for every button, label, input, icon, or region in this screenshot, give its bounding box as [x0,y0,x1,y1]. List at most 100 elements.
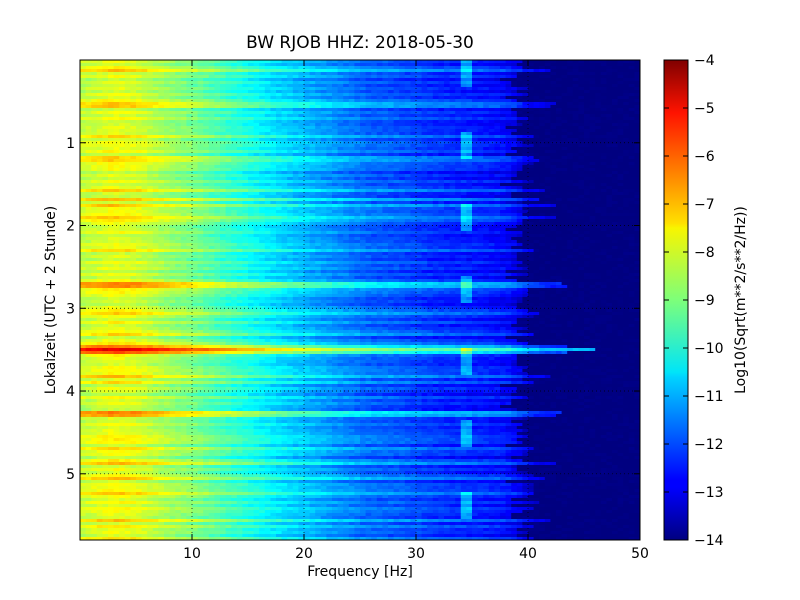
heatmap-cell [85,75,92,79]
heatmap-cell [315,135,322,139]
heatmap-cell [208,87,215,91]
heatmap-cell [628,87,635,91]
heatmap-cell [292,129,299,133]
heatmap-cell [522,69,529,73]
heatmap-cell [91,99,98,103]
heatmap-cell [164,63,171,67]
heatmap-cell [584,60,591,64]
heatmap-cell [544,138,551,142]
heatmap-cell [270,84,277,88]
heatmap-cell [298,111,305,115]
heatmap-cell [264,81,271,85]
heatmap-cell [259,87,266,91]
heatmap-cell [292,102,299,106]
heatmap-cell [130,108,137,112]
heatmap-cell [130,63,137,67]
heatmap-cell [164,102,171,106]
heatmap-cell [113,96,120,100]
heatmap-cell [102,135,109,139]
heatmap-cell [320,87,327,91]
heatmap-cell [91,123,98,127]
heatmap-cell [416,69,423,73]
heatmap-cell [320,138,327,142]
heatmap-cell [304,138,311,142]
heatmap-cell [556,123,563,127]
heatmap-cell [488,87,495,91]
heatmap-cell [124,153,131,157]
heatmap-cell [315,75,322,79]
heatmap-cell [416,87,423,91]
heatmap-cell [119,87,126,91]
heatmap-cell [612,105,619,109]
heatmap-cell [175,117,182,121]
heatmap-cell [393,90,400,94]
heatmap-cell [203,120,210,124]
heatmap-cell [556,81,563,85]
heatmap-cell [242,78,249,82]
heatmap-cell [516,81,523,85]
heatmap-cell [130,144,137,148]
heatmap-cell [500,141,507,145]
heatmap-cell [85,66,92,70]
heatmap-cell [124,126,131,130]
heatmap-cell [231,114,238,118]
heatmap-cell [628,129,635,133]
heatmap-cell [472,117,479,121]
heatmap-cell [108,153,115,157]
heatmap-cell [561,93,568,97]
heatmap-cell [141,108,148,112]
heatmap-cell [399,81,406,85]
heatmap-cell [488,96,495,100]
heatmap-cell [427,144,434,148]
heatmap-cell [242,126,249,130]
heatmap-cell [80,87,87,91]
heatmap-cell [264,84,271,88]
heatmap-cell [561,75,568,79]
heatmap-cell [556,111,563,115]
heatmap-cell [175,105,182,109]
heatmap-cell [628,84,635,88]
heatmap-cell [248,126,255,130]
heatmap-cell [410,141,417,145]
heatmap-cell [617,72,624,76]
heatmap-cell [511,105,518,109]
heatmap-cell [354,117,361,121]
heatmap-cell [270,99,277,103]
heatmap-cell [455,135,462,139]
heatmap-cell [606,111,613,115]
heatmap-cell [326,102,333,106]
heatmap-cell [494,99,501,103]
heatmap-cell [393,135,400,139]
heatmap-cell [164,138,171,142]
heatmap-cell [449,69,456,73]
heatmap-cell [634,72,640,76]
heatmap-cell [427,117,434,121]
heatmap-cell [477,81,484,85]
heatmap-cell [505,135,512,139]
heatmap-cell [214,141,221,145]
heatmap-cell [242,135,249,139]
heatmap-cell [584,111,591,115]
heatmap-cell [292,72,299,76]
heatmap-cell [141,99,148,103]
heatmap-cell [572,132,579,136]
heatmap-cell [572,93,579,97]
heatmap-cell [208,90,215,94]
heatmap-cell [264,138,271,142]
heatmap-cell [410,81,417,85]
heatmap-cell [365,75,372,79]
heatmap-cell [393,105,400,109]
heatmap-cell [281,132,288,136]
heatmap-cell [505,99,512,103]
heatmap-cell [494,69,501,73]
heatmap-cell [253,96,260,100]
heatmap-cell [180,147,187,151]
heatmap-cell [287,87,294,91]
heatmap-cell [147,81,154,85]
heatmap-cell [80,132,87,136]
heatmap-cell [488,102,495,106]
heatmap-cell [488,135,495,139]
heatmap-cell [449,90,456,94]
heatmap-cell [320,72,327,76]
heatmap-cell [119,99,126,103]
